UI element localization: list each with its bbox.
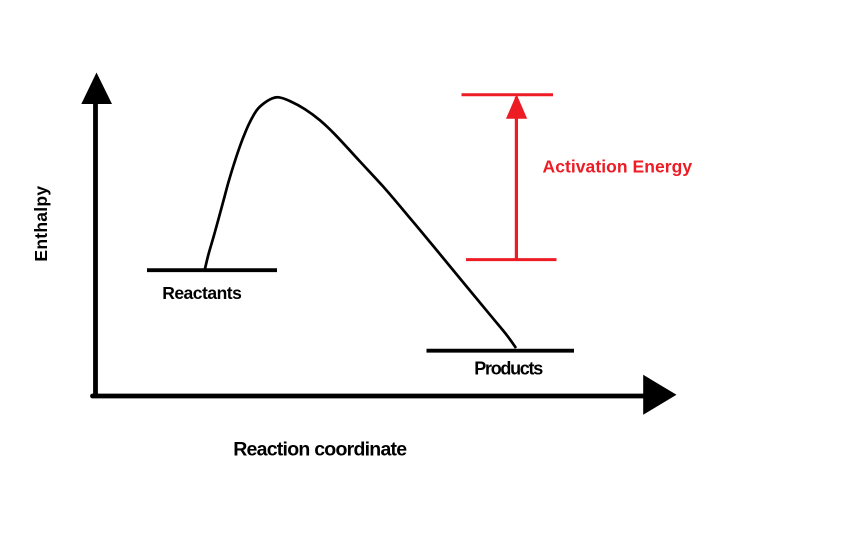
svg-text:Reaction coordinate: Reaction coordinate [233, 439, 407, 461]
svg-text:Reactants: Reactants [162, 283, 242, 303]
svg-text:Products: Products [474, 359, 543, 379]
svg-text:Activation Energy: Activation Energy [543, 157, 693, 177]
svg-text:Enthalpy: Enthalpy [31, 186, 51, 262]
